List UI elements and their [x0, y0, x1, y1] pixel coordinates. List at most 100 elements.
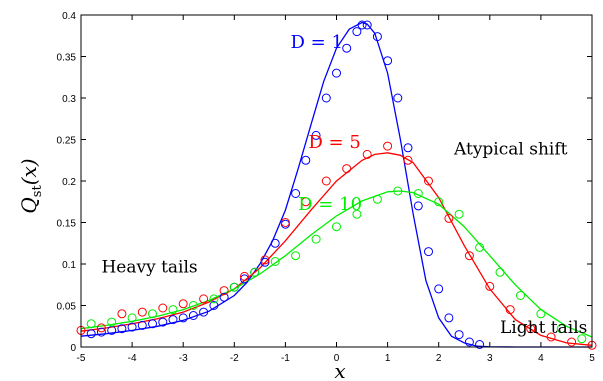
x-tick-label: 0	[334, 353, 340, 364]
y-tick-label: 0.1	[62, 260, 76, 271]
x-tick-label: -2	[230, 353, 239, 364]
marker-d-10	[434, 197, 444, 207]
marker-d-5	[444, 213, 454, 223]
marker-d-10	[229, 282, 239, 292]
marker-d-10	[127, 313, 137, 323]
y-tick-label: 0	[70, 343, 76, 354]
marker-d-1	[475, 340, 485, 349]
annotation-atypical-shift: Atypical shift	[453, 139, 568, 159]
marker-d-10	[332, 222, 341, 232]
y-tick-label: 0.35	[57, 53, 77, 64]
marker-d-5	[301, 197, 311, 207]
x-tick-label: -4	[128, 353, 137, 364]
marker-d-5	[526, 324, 536, 334]
series-label-d-1: D = 1	[291, 32, 343, 53]
marker-d-5	[567, 337, 577, 347]
marker-d-10	[475, 242, 485, 252]
marker-d-5	[260, 255, 270, 265]
marker-d-1	[86, 329, 96, 339]
marker-d-1	[158, 317, 168, 327]
y-tick-label: 0.05	[57, 302, 77, 313]
y-axis-label-main: Q	[17, 197, 41, 213]
svg-text:Qst(x): Qst(x)	[17, 158, 45, 213]
marker-d-10	[577, 334, 587, 344]
marker-d-10	[311, 234, 321, 244]
marker-d-5	[505, 305, 515, 315]
y-tick-label: 0.2	[62, 177, 76, 188]
marker-d-1	[413, 201, 423, 211]
marker-d-1	[362, 20, 372, 30]
y-tick-label: 0.15	[57, 219, 77, 230]
marker-d-1	[357, 20, 367, 30]
marker-d-10	[556, 324, 566, 334]
marker-d-1	[301, 155, 311, 165]
annotation-heavy-tails: Heavy tails	[101, 257, 197, 277]
marker-d-5	[362, 149, 372, 159]
marker-d-10	[413, 189, 423, 198]
x-axis-label: x	[334, 359, 345, 381]
marker-d-5	[464, 251, 474, 261]
marker-d-1	[270, 238, 280, 248]
marker-d-10	[148, 309, 157, 319]
marker-d-10	[495, 267, 505, 277]
marker-d-1	[454, 330, 464, 340]
series-label-d-5: D = 5	[308, 132, 360, 153]
marker-d-1	[96, 327, 106, 337]
marker-d-10	[250, 267, 260, 277]
series-labels: D = 1 D = 5 D = 10	[291, 32, 363, 215]
series-label-d-10: D = 10	[298, 194, 362, 215]
marker-d-1	[403, 143, 413, 153]
marker-d-5	[137, 307, 147, 317]
marker-d-10	[168, 305, 178, 315]
marker-d-5	[342, 164, 352, 174]
marker-d-5	[96, 323, 106, 333]
marker-d-1	[434, 284, 444, 294]
y-axis-label: Qst(x)	[17, 158, 45, 213]
y-tick-label: 0.3	[62, 94, 76, 105]
marker-d-5	[158, 303, 168, 313]
marker-d-1	[219, 292, 229, 302]
marker-d-5	[383, 141, 393, 151]
marker-d-1	[260, 257, 270, 267]
series-line-d-1	[80, 21, 592, 348]
marker-d-10	[86, 319, 96, 329]
annotations: Heavy tails Atypical shift Light tails	[101, 139, 587, 337]
marker-d-10	[393, 186, 403, 196]
marker-d-1	[393, 93, 403, 103]
marker-d-5	[199, 294, 209, 304]
y-axis-label-sub: st	[30, 185, 45, 198]
marker-d-10	[188, 301, 198, 310]
marker-d-10	[291, 251, 301, 261]
marker-d-5	[117, 309, 127, 319]
marker-d-10	[372, 194, 382, 204]
marker-d-1	[188, 311, 198, 320]
marker-d-5	[240, 271, 249, 281]
marker-d-1	[424, 247, 433, 257]
marker-d-1	[464, 337, 474, 347]
marker-d-1	[209, 301, 219, 310]
marker-d-1	[168, 315, 178, 325]
x-tick-label: 5	[589, 353, 595, 364]
x-tick-label: -5	[77, 353, 86, 364]
x-tick-label: -1	[281, 353, 290, 364]
marker-d-1	[148, 319, 157, 329]
marker-d-10	[536, 309, 546, 319]
series-line-d-5	[80, 152, 593, 346]
marker-d-1	[291, 189, 301, 198]
marker-d-5	[178, 299, 188, 309]
marker-d-1	[372, 32, 382, 42]
y-axis-ticks: 0 0.05 0.1 0.15 0.2 0.25 0.3 0.35 0.4	[57, 11, 592, 354]
marker-d-5	[403, 155, 413, 165]
y-tick-label: 0.4	[62, 11, 76, 22]
marker-d-10	[209, 294, 219, 304]
marker-d-1	[178, 313, 188, 323]
x-tick-label: 1	[385, 353, 391, 364]
marker-d-5	[424, 176, 433, 186]
marker-d-10	[516, 291, 525, 300]
marker-d-1	[240, 274, 249, 284]
marker-d-5	[219, 286, 229, 296]
marker-d-10	[270, 257, 280, 266]
x-tick-label: 2	[436, 353, 442, 364]
marker-d-1	[352, 27, 362, 37]
x-tick-label: -3	[179, 353, 188, 364]
